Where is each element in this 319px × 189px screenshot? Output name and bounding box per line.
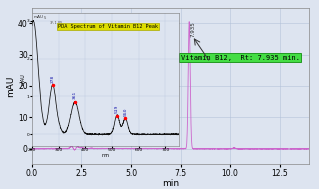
X-axis label: nm: nm (101, 153, 109, 158)
Text: 5: 5 (44, 16, 46, 20)
Y-axis label: mAU: mAU (6, 75, 15, 97)
Y-axis label: mAU: mAU (20, 74, 26, 85)
Text: 7.935: 7.935 (190, 22, 196, 37)
Text: 361: 361 (73, 91, 77, 99)
Text: 519: 519 (115, 105, 119, 113)
Text: mAU: mAU (33, 15, 43, 19)
Text: Vitamin B12,  Rt: 7.935 min.: Vitamin B12, Rt: 7.935 min. (181, 55, 300, 61)
Text: 278: 278 (51, 74, 55, 83)
Text: 3\ 1.05: 3\ 1.05 (49, 21, 62, 25)
Text: 550: 550 (123, 108, 127, 116)
Text: PDA Spectrum of Vitamin B12 Peak: PDA Spectrum of Vitamin B12 Peak (58, 24, 158, 29)
X-axis label: min: min (162, 179, 179, 188)
